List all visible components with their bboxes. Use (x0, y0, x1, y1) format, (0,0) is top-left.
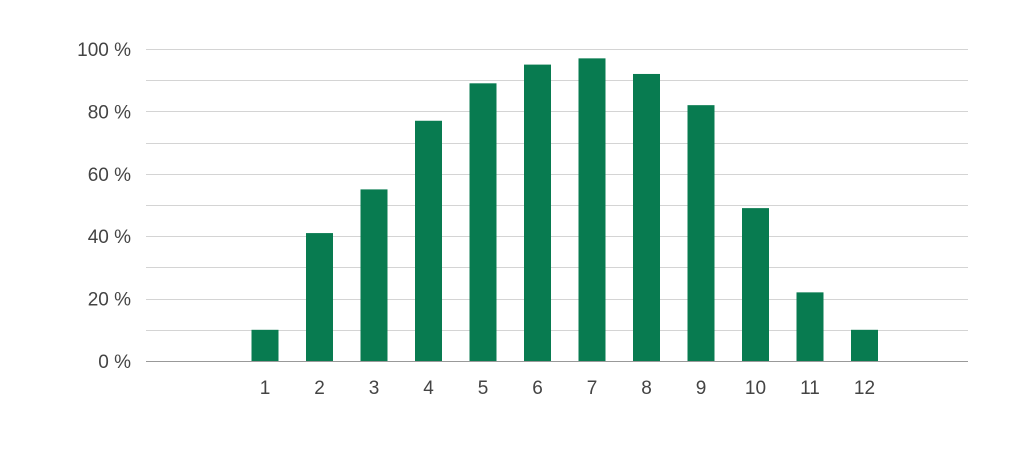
y-tick-label: 80 % (88, 102, 131, 123)
x-tick-label: 10 (745, 378, 766, 399)
x-tick-label: 5 (478, 378, 489, 399)
bar-4 (415, 120, 442, 361)
bar-6 (524, 64, 551, 361)
x-tick-label: 4 (423, 378, 434, 399)
y-axis-tick-labels: 0 % 20 % 40 % 60 % 80 % 100 % (77, 40, 131, 373)
bar-10 (742, 208, 769, 361)
x-tick-label: 12 (854, 378, 875, 399)
bar-1 (251, 329, 279, 361)
bars (251, 58, 878, 362)
y-tick-label: 40 % (88, 227, 131, 248)
bar-12 (851, 329, 878, 361)
bar-2 (306, 233, 333, 361)
y-tick-label: 60 % (88, 165, 131, 186)
bar-5 (469, 83, 497, 361)
y-tick-label: 100 % (77, 40, 131, 61)
bar-8 (633, 73, 660, 362)
bar-11 (796, 292, 824, 361)
x-tick-label: 6 (532, 378, 543, 399)
y-tick-label: 0 % (98, 352, 131, 373)
y-tick-label: 20 % (88, 290, 131, 311)
x-tick-label: 2 (314, 378, 325, 399)
x-tick-label: 7 (587, 378, 598, 399)
x-tick-label: 11 (800, 378, 820, 399)
x-tick-label: 3 (369, 378, 380, 399)
bar-7 (578, 58, 606, 362)
bar-9 (687, 105, 715, 361)
x-tick-label: 9 (696, 378, 707, 399)
x-tick-label: 1 (260, 378, 271, 399)
bar-3 (360, 189, 388, 361)
x-axis-tick-labels: 1 2 3 4 5 6 7 8 9 10 11 12 (260, 378, 875, 399)
x-tick-label: 8 (641, 378, 652, 399)
grid-lines (146, 49, 968, 331)
